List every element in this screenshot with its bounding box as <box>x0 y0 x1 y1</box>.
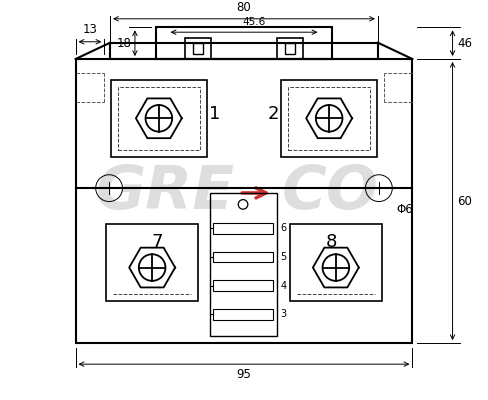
Bar <box>110 43 378 59</box>
Bar <box>106 224 198 301</box>
Text: 95: 95 <box>237 368 251 381</box>
Text: 7: 7 <box>151 233 163 251</box>
Bar <box>184 38 211 59</box>
Bar <box>209 193 277 336</box>
Text: GRE: GRE <box>96 164 234 222</box>
Text: 1: 1 <box>209 106 220 124</box>
Text: 18: 18 <box>116 37 131 50</box>
Bar <box>213 280 273 291</box>
Bar <box>111 80 207 156</box>
Bar <box>76 59 412 343</box>
Text: 80: 80 <box>237 1 251 14</box>
Text: 4: 4 <box>280 281 286 291</box>
Bar <box>288 87 370 150</box>
Text: Φ6: Φ6 <box>396 203 413 216</box>
Bar <box>118 87 200 150</box>
Text: 45.6: 45.6 <box>242 18 265 28</box>
Bar <box>193 43 203 54</box>
Text: 8: 8 <box>325 233 337 251</box>
Text: 60: 60 <box>457 194 472 208</box>
Bar <box>285 43 295 54</box>
Text: 6: 6 <box>280 223 286 233</box>
Bar <box>156 28 332 59</box>
Text: 13: 13 <box>82 23 98 36</box>
Bar <box>213 223 273 234</box>
Text: CO: CO <box>282 164 379 222</box>
Bar <box>213 309 273 320</box>
Text: 2: 2 <box>268 106 280 124</box>
Bar <box>213 252 273 262</box>
Bar <box>281 80 377 156</box>
Text: 46: 46 <box>457 37 472 50</box>
Text: 5: 5 <box>280 252 286 262</box>
Bar <box>290 224 382 301</box>
Text: 3: 3 <box>280 310 286 320</box>
Bar <box>277 38 304 59</box>
